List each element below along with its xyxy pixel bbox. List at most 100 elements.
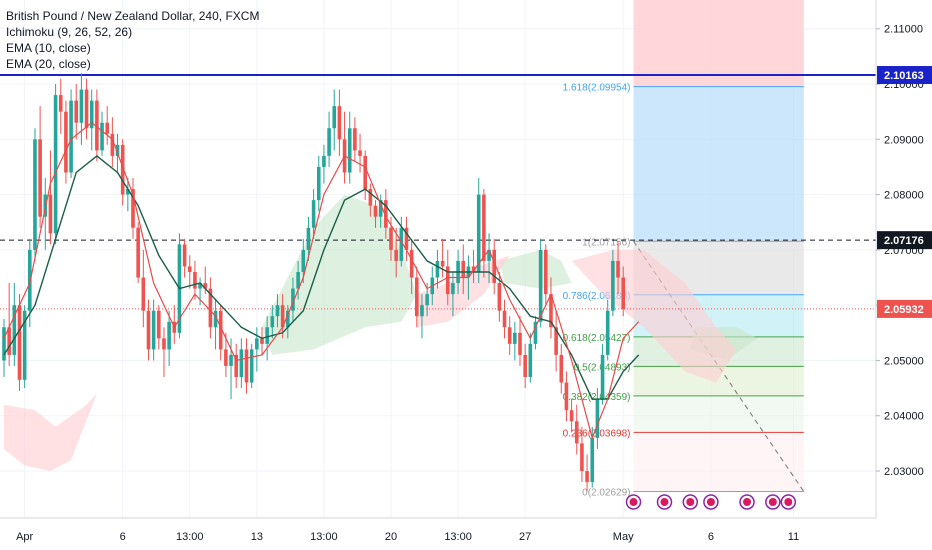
fib-trend-line <box>633 240 805 492</box>
candle-body <box>549 294 553 328</box>
candle-body <box>384 200 388 228</box>
candle-body <box>286 310 290 328</box>
cloud-green-area <box>262 194 417 355</box>
candle-body <box>559 354 564 383</box>
candle-body <box>600 354 605 400</box>
candle-body <box>151 310 156 350</box>
candle-body <box>358 150 362 156</box>
candle-body <box>218 310 223 350</box>
ema10-line <box>3 121 640 440</box>
candle-body <box>2 327 6 361</box>
candle-body <box>203 283 208 289</box>
time-axis-panel <box>0 518 932 550</box>
price-label-text: 2.07176 <box>884 235 924 247</box>
candle-body <box>69 100 73 173</box>
candle-body <box>440 260 445 267</box>
candle-body <box>523 354 527 378</box>
event-flag-dot <box>768 498 777 506</box>
price-label-text: 2.05932 <box>884 304 924 316</box>
candle-body <box>291 288 295 311</box>
candle-body <box>224 349 228 366</box>
candle-body <box>120 144 125 195</box>
price-tick-label: 2.09000 <box>884 134 924 146</box>
candle-body <box>605 310 610 355</box>
candle-body <box>229 354 233 366</box>
candle-body <box>306 227 311 250</box>
candle-body <box>311 200 316 228</box>
candle-body <box>270 316 275 328</box>
candle-body <box>368 189 373 206</box>
time-tick-label: 11 <box>788 531 799 543</box>
fib-level-label: 0.618(2.05427) <box>563 333 631 344</box>
candle-body <box>255 338 259 350</box>
candle-body <box>115 144 120 156</box>
candle-body <box>131 189 135 228</box>
fib-band <box>633 395 804 433</box>
price-tick-label: 2.03000 <box>884 466 924 478</box>
candle-body <box>347 128 352 173</box>
candle-body <box>275 305 280 317</box>
candle-body <box>564 382 569 411</box>
candle-body <box>544 249 548 295</box>
candle-body <box>249 349 254 383</box>
fibonacci-retracement: 1.618(2.09954) 1(2.07156) 0.786(2.06188) 0.… <box>563 0 805 499</box>
candle-body <box>17 305 22 380</box>
fib-level-label: 0(2.02629) <box>582 488 630 499</box>
candle-body <box>22 310 27 380</box>
event-flag-dot <box>629 498 638 506</box>
candle-body <box>84 89 89 129</box>
candle-body <box>48 194 53 234</box>
ema-lines <box>3 121 640 440</box>
candle-body <box>538 249 543 322</box>
candle-body <box>621 277 625 310</box>
candle-body <box>363 155 367 190</box>
candle-body <box>12 305 17 355</box>
candle-body <box>38 139 42 217</box>
fib-band <box>633 86 804 242</box>
cloud-green-area <box>499 249 572 289</box>
time-tick-label: 13:00 <box>444 531 472 543</box>
time-tick-label: 6 <box>120 531 126 543</box>
candle-body <box>611 260 615 311</box>
candle-body <box>244 349 249 383</box>
candle-body <box>533 321 538 344</box>
chart-legend: British Pound / New Zealand Dollar, 240,… <box>6 8 259 72</box>
price-label-text: 2.10163 <box>884 70 924 82</box>
candle-body <box>569 410 574 422</box>
candle-body <box>162 338 166 350</box>
candle-body <box>502 310 507 328</box>
candle-body <box>239 349 244 378</box>
candle-body <box>389 227 393 250</box>
candle-body <box>415 277 419 317</box>
candle-body <box>425 294 429 306</box>
time-tick-label: 13:00 <box>176 531 204 543</box>
candle-body <box>487 249 491 261</box>
candle-body <box>89 100 94 129</box>
candle-body <box>373 205 378 217</box>
candle-body <box>64 111 68 173</box>
fib-band <box>633 0 804 87</box>
event-flag-dot <box>686 498 695 506</box>
event-flag-dot <box>743 498 752 506</box>
candle-body <box>378 200 383 217</box>
event-flag-dot <box>706 498 715 506</box>
candle-body <box>141 277 146 311</box>
chart-title: British Pound / New Zealand Dollar, 240,… <box>6 9 260 23</box>
candle-body <box>280 305 285 328</box>
candle-body <box>167 321 171 350</box>
candle-body <box>198 283 202 289</box>
price-tick-label: 2.11000 <box>884 24 923 36</box>
time-tick-label: 6 <box>708 531 714 543</box>
candle-body <box>136 227 140 278</box>
legend-ema10: EMA (10, close) <box>6 41 91 55</box>
horizontal-lines <box>0 74 876 310</box>
candlesticks <box>2 72 625 492</box>
candle-body <box>574 421 579 444</box>
candle-body <box>471 266 476 272</box>
time-tick-label: 20 <box>385 531 397 543</box>
candle-body <box>146 310 151 350</box>
candle-body <box>404 227 409 250</box>
candle-body <box>435 260 440 278</box>
candle-body <box>337 106 342 140</box>
